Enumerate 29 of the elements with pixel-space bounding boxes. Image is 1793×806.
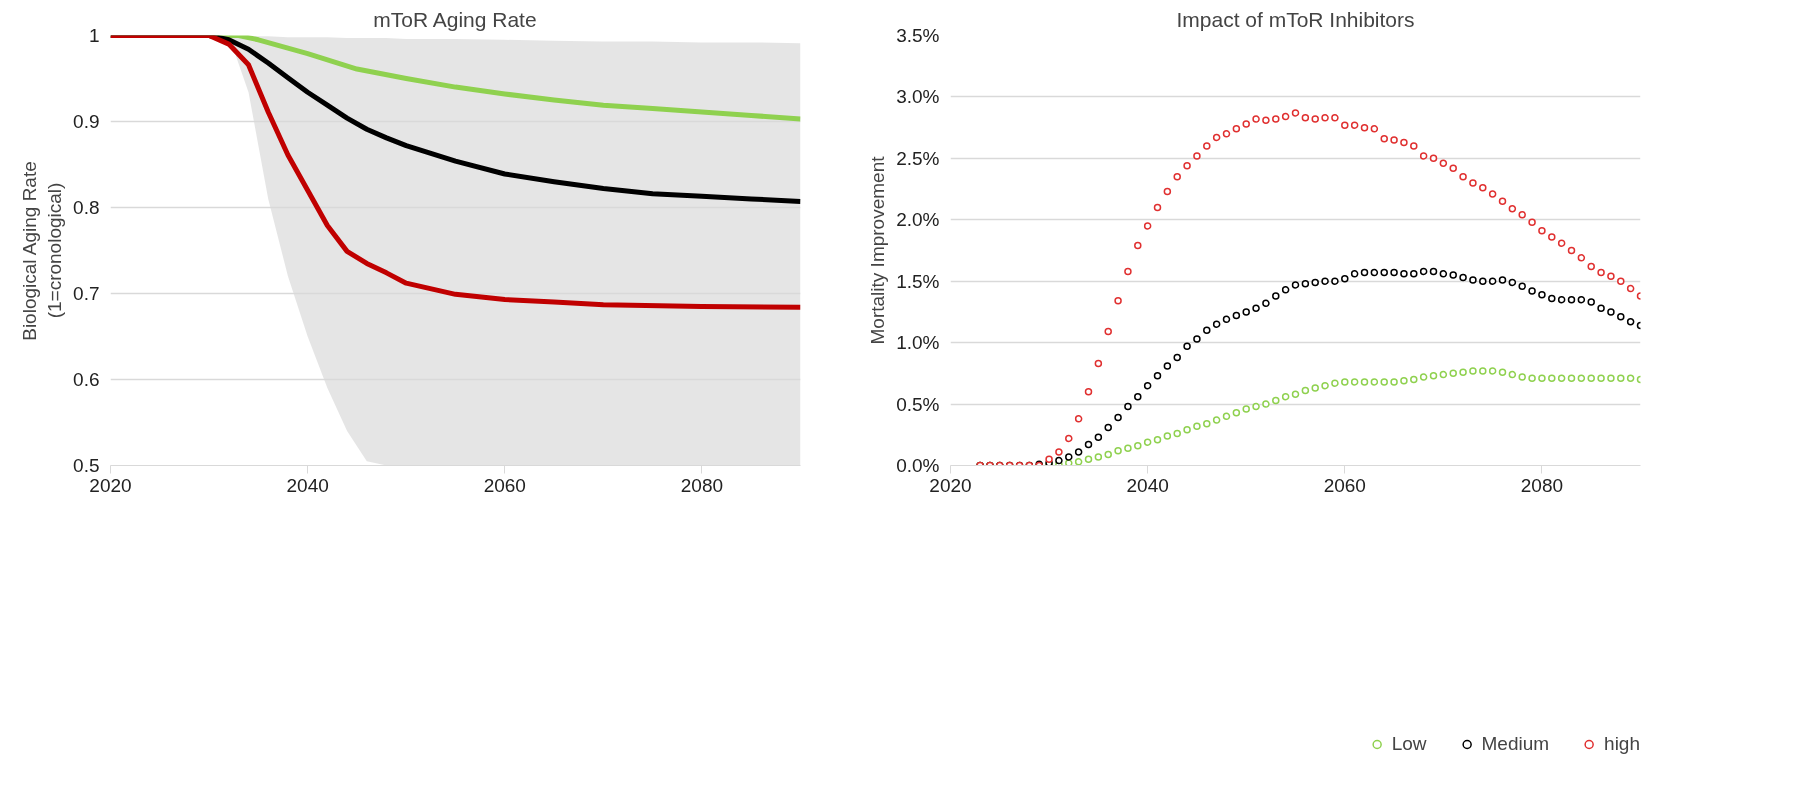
legend-label: Low <box>1391 733 1427 755</box>
y-tick-label: 3.0% <box>896 86 940 108</box>
legend-label: high <box>1604 733 1640 755</box>
y-tick-label: 0.6 <box>73 369 100 390</box>
x-tick-label: 2060 <box>483 474 526 496</box>
y-tick-label: 0.8 <box>73 197 100 218</box>
y-tick-label: 0.0% <box>896 455 940 476</box>
x-tick-label: 2020 <box>929 474 972 496</box>
x-tick-label: 2060 <box>1323 474 1366 496</box>
y-tick-label: 0.9 <box>73 111 100 132</box>
y-axis-title: Mortality Improvement <box>867 155 889 345</box>
y-tick-label: 1 <box>88 25 100 46</box>
y-tick-label: 0.5% <box>896 393 940 415</box>
y-tick-label: 2.5% <box>896 147 940 169</box>
x-tick-label: 2040 <box>286 474 329 496</box>
x-tick-label: 2080 <box>680 474 724 496</box>
chart-title: Impact of mToR Inhibitors <box>1176 7 1415 31</box>
legend-label: Medium <box>1481 733 1550 755</box>
y-tick-label: 0.7 <box>73 283 100 304</box>
x-tick-label: 2040 <box>1126 474 1169 496</box>
y-tick-label: 1.5% <box>896 270 940 292</box>
y-axis-title: Biological Aging Rate (1=cronological) <box>18 161 66 341</box>
chart-title: mToR Aging Rate <box>373 7 537 31</box>
y-tick-label: 1.0% <box>896 332 940 354</box>
x-tick-label: 2080 <box>1520 474 1564 496</box>
y-tick-label: 3.5% <box>896 25 940 46</box>
x-tick-label: 2020 <box>89 474 132 496</box>
y-tick-label: 0.5 <box>73 455 100 476</box>
y-tick-label: 2.0% <box>896 209 940 231</box>
